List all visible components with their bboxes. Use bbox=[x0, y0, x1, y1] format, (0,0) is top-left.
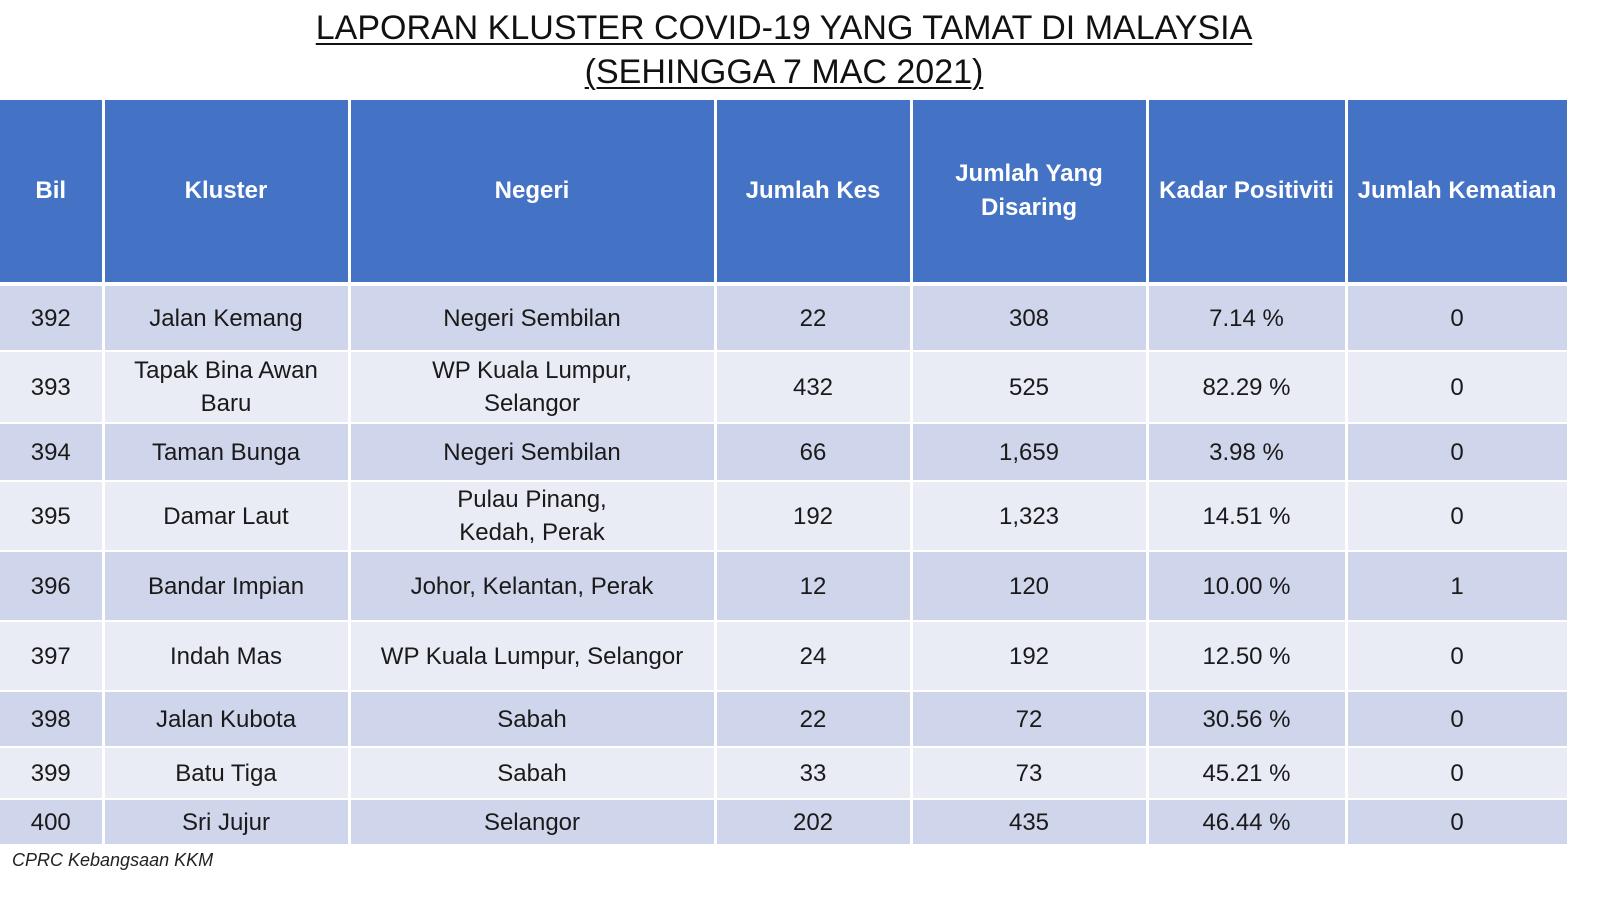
cell-negeri: Negeri Sembilan bbox=[347, 423, 717, 482]
cluster-table: Bil Kluster Negeri Jumlah Kes Jumlah Yan… bbox=[0, 100, 1570, 846]
cell-kadar-positiviti: 30.56 % bbox=[1145, 691, 1348, 748]
table-header-row: Bil Kluster Negeri Jumlah Kes Jumlah Yan… bbox=[0, 100, 1570, 286]
cell-kluster: Jalan Kubota bbox=[101, 691, 351, 748]
cell-kluster: Taman Bunga bbox=[101, 423, 351, 482]
table-row: 397 Indah Mas WP Kuala Lumpur, Selangor … bbox=[0, 621, 1570, 692]
cell-bil: 397 bbox=[0, 621, 105, 692]
table-row: 400 Sri Jujur Selangor 202 435 46.44 % 0 bbox=[0, 799, 1570, 846]
cell-jumlah-kes: 22 bbox=[713, 284, 913, 352]
cell-bil: 393 bbox=[0, 351, 105, 424]
cell-jumlah-kematian: 0 bbox=[1344, 799, 1570, 846]
cell-jumlah-kematian: 0 bbox=[1344, 691, 1570, 748]
header-bil: Bil bbox=[0, 100, 105, 286]
cell-jumlah-disaring: 308 bbox=[909, 284, 1149, 352]
cell-jumlah-disaring: 525 bbox=[909, 351, 1149, 424]
header-jumlah-disaring: Jumlah Yang Disaring bbox=[909, 100, 1149, 286]
report-title: LAPORAN KLUSTER COVID-19 YANG TAMAT DI M… bbox=[0, 6, 1568, 94]
cell-jumlah-kematian: 0 bbox=[1344, 747, 1570, 800]
cell-bil: 399 bbox=[0, 747, 105, 800]
title-line-2: (SEHINGGA 7 MAC 2021) bbox=[584, 53, 984, 91]
cell-kadar-positiviti: 82.29 % bbox=[1145, 351, 1348, 424]
cell-jumlah-kes: 24 bbox=[713, 621, 913, 692]
cell-bil: 394 bbox=[0, 423, 105, 482]
cell-jumlah-disaring: 72 bbox=[909, 691, 1149, 748]
cell-jumlah-kes: 432 bbox=[713, 351, 913, 424]
header-jumlah-kematian: Jumlah Kematian bbox=[1344, 100, 1570, 286]
header-kadar-positiviti: Kadar Positiviti bbox=[1145, 100, 1348, 286]
cell-jumlah-disaring: 1,323 bbox=[909, 481, 1149, 552]
cell-jumlah-kes: 192 bbox=[713, 481, 913, 552]
cell-jumlah-kes: 33 bbox=[713, 747, 913, 800]
cell-negeri: WP Kuala Lumpur, Selangor bbox=[347, 351, 717, 424]
cell-bil: 400 bbox=[0, 799, 105, 846]
cell-kadar-positiviti: 45.21 % bbox=[1145, 747, 1348, 800]
table-row: 396 Bandar Impian Johor, Kelantan, Perak… bbox=[0, 551, 1570, 622]
cell-jumlah-kematian: 0 bbox=[1344, 351, 1570, 424]
cell-kadar-positiviti: 14.51 % bbox=[1145, 481, 1348, 552]
table-row: 394 Taman Bunga Negeri Sembilan 66 1,659… bbox=[0, 423, 1570, 482]
cell-kluster: Indah Mas bbox=[101, 621, 351, 692]
cell-negeri: Pulau Pinang, Kedah, Perak bbox=[347, 481, 717, 552]
cell-jumlah-kematian: 0 bbox=[1344, 284, 1570, 352]
header-negeri: Negeri bbox=[347, 100, 717, 286]
table-row: 398 Jalan Kubota Sabah 22 72 30.56 % 0 bbox=[0, 691, 1570, 748]
cell-jumlah-disaring: 73 bbox=[909, 747, 1149, 800]
source-note: CPRC Kebangsaan KKM bbox=[12, 850, 214, 870]
cell-jumlah-disaring: 120 bbox=[909, 551, 1149, 622]
cell-jumlah-kes: 22 bbox=[713, 691, 913, 748]
cell-negeri: Sabah bbox=[347, 691, 717, 748]
cell-kadar-positiviti: 46.44 % bbox=[1145, 799, 1348, 846]
cell-bil: 392 bbox=[0, 284, 105, 352]
cell-kluster: Damar Laut bbox=[101, 481, 351, 552]
header-kluster: Kluster bbox=[101, 100, 351, 286]
cell-kluster: Bandar Impian bbox=[101, 551, 351, 622]
cell-negeri: Selangor bbox=[347, 799, 717, 846]
cell-jumlah-kematian: 0 bbox=[1344, 481, 1570, 552]
cell-negeri: Johor, Kelantan, Perak bbox=[347, 551, 717, 622]
cell-negeri: WP Kuala Lumpur, Selangor bbox=[347, 621, 717, 692]
cell-kadar-positiviti: 3.98 % bbox=[1145, 423, 1348, 482]
cell-bil: 396 bbox=[0, 551, 105, 622]
title-line-1: LAPORAN KLUSTER COVID-19 YANG TAMAT DI M… bbox=[315, 9, 1253, 47]
cell-jumlah-kematian: 0 bbox=[1344, 423, 1570, 482]
cell-bil: 395 bbox=[0, 481, 105, 552]
cell-jumlah-disaring: 435 bbox=[909, 799, 1149, 846]
cell-jumlah-kes: 202 bbox=[713, 799, 913, 846]
cell-kluster: Sri Jujur bbox=[101, 799, 351, 846]
cell-jumlah-disaring: 1,659 bbox=[909, 423, 1149, 482]
cell-bil: 398 bbox=[0, 691, 105, 748]
cell-kadar-positiviti: 12.50 % bbox=[1145, 621, 1348, 692]
cell-kluster: Tapak Bina Awan Baru bbox=[101, 351, 351, 424]
header-jumlah-kes: Jumlah Kes bbox=[713, 100, 913, 286]
cell-jumlah-kes: 12 bbox=[713, 551, 913, 622]
cell-kadar-positiviti: 7.14 % bbox=[1145, 284, 1348, 352]
cell-negeri: Sabah bbox=[347, 747, 717, 800]
cell-jumlah-disaring: 192 bbox=[909, 621, 1149, 692]
cell-kadar-positiviti: 10.00 % bbox=[1145, 551, 1348, 622]
cell-negeri: Negeri Sembilan bbox=[347, 284, 717, 352]
table-row: 395 Damar Laut Pulau Pinang, Kedah, Pera… bbox=[0, 481, 1570, 552]
table-row: 399 Batu Tiga Sabah 33 73 45.21 % 0 bbox=[0, 747, 1570, 800]
table-row: 393 Tapak Bina Awan Baru WP Kuala Lumpur… bbox=[0, 351, 1570, 424]
cell-jumlah-kematian: 0 bbox=[1344, 621, 1570, 692]
cell-jumlah-kes: 66 bbox=[713, 423, 913, 482]
cell-kluster: Batu Tiga bbox=[101, 747, 351, 800]
cell-kluster: Jalan Kemang bbox=[101, 284, 351, 352]
table-row: 392 Jalan Kemang Negeri Sembilan 22 308 … bbox=[0, 284, 1570, 352]
cell-jumlah-kematian: 1 bbox=[1344, 551, 1570, 622]
